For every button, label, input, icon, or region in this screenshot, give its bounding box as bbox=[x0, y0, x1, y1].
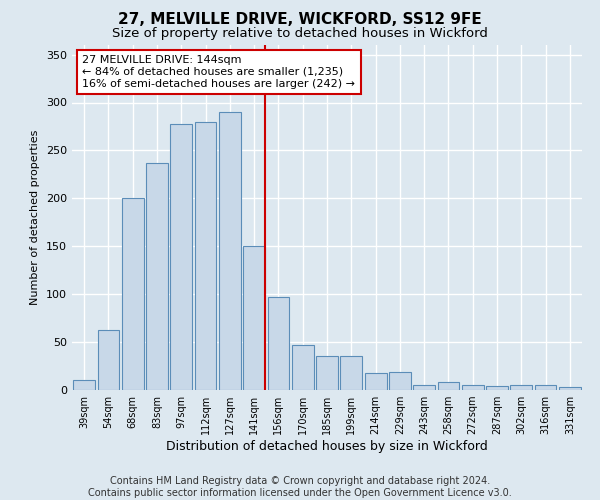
Bar bbox=[243, 246, 265, 390]
Bar bbox=[365, 373, 386, 390]
Bar bbox=[316, 356, 338, 390]
Bar bbox=[268, 297, 289, 390]
X-axis label: Distribution of detached houses by size in Wickford: Distribution of detached houses by size … bbox=[166, 440, 488, 453]
Bar bbox=[73, 380, 95, 390]
Bar bbox=[535, 385, 556, 390]
Bar bbox=[194, 122, 217, 390]
Bar bbox=[219, 112, 241, 390]
Bar bbox=[486, 386, 508, 390]
Bar bbox=[437, 382, 460, 390]
Bar bbox=[122, 198, 143, 390]
Bar bbox=[559, 387, 581, 390]
Bar bbox=[511, 385, 532, 390]
Bar bbox=[462, 385, 484, 390]
Bar bbox=[170, 124, 192, 390]
Bar bbox=[146, 163, 168, 390]
Bar bbox=[340, 356, 362, 390]
Text: 27 MELVILLE DRIVE: 144sqm
← 84% of detached houses are smaller (1,235)
16% of se: 27 MELVILLE DRIVE: 144sqm ← 84% of detac… bbox=[82, 56, 355, 88]
Bar bbox=[292, 345, 314, 390]
Bar bbox=[97, 330, 119, 390]
Bar bbox=[389, 372, 411, 390]
Text: Size of property relative to detached houses in Wickford: Size of property relative to detached ho… bbox=[112, 28, 488, 40]
Text: Contains HM Land Registry data © Crown copyright and database right 2024.
Contai: Contains HM Land Registry data © Crown c… bbox=[88, 476, 512, 498]
Bar bbox=[413, 385, 435, 390]
Y-axis label: Number of detached properties: Number of detached properties bbox=[31, 130, 40, 305]
Text: 27, MELVILLE DRIVE, WICKFORD, SS12 9FE: 27, MELVILLE DRIVE, WICKFORD, SS12 9FE bbox=[118, 12, 482, 28]
